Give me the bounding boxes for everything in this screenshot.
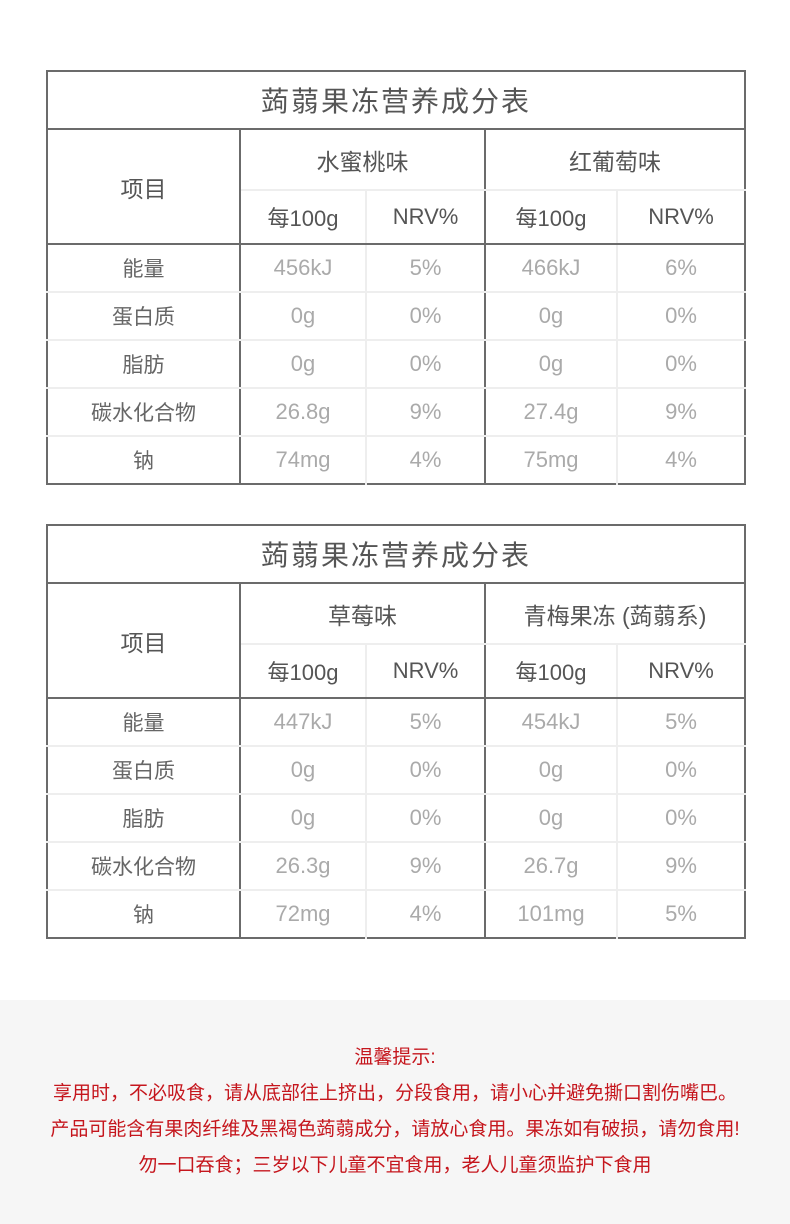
- table-title: 蒟蒻果冻营养成分表: [47, 71, 746, 130]
- nutrient-value: 456kJ: [240, 244, 367, 293]
- nutrient-value: 72mg: [240, 890, 367, 938]
- sub-header: NRV%: [366, 190, 486, 245]
- nutrient-value: 0g: [240, 794, 367, 843]
- nutrient-value: 5%: [665, 901, 697, 926]
- nutrient-label: 钠: [47, 436, 241, 484]
- table-row: 钠 72mg 4% 101mg 5%: [47, 890, 745, 938]
- nutrient-value: 0g: [240, 746, 367, 795]
- nutrient-label: 碳水化合物: [47, 388, 241, 437]
- nutrient-value: 74mg: [240, 436, 367, 484]
- nutrient-value: 0%: [617, 746, 746, 795]
- nutrient-value: 0%: [366, 794, 486, 843]
- warm-tips: 温馨提示: 享用时，不必吸食，请从底部往上挤出，分段食用，请小心并避免撕口割伤嘴…: [0, 1000, 790, 1224]
- nutrient-label: 蛋白质: [47, 746, 241, 795]
- nutrient-value: 26.7g: [485, 842, 618, 891]
- nutrient-label: 能量: [47, 698, 241, 747]
- nutrient-value: 0g: [485, 746, 618, 795]
- nutrient-value: 9%: [617, 842, 746, 891]
- nutrient-value: 4%: [665, 447, 697, 472]
- table-row: 能量 447kJ 5% 454kJ 5%: [47, 698, 746, 747]
- nutrient-value: 5%: [617, 698, 746, 747]
- sub-header: 每100g: [485, 644, 618, 699]
- sub-header: 每100g: [485, 190, 618, 245]
- nutrient-value: 101mg: [485, 890, 618, 938]
- table-row: 脂肪 0g 0% 0g 0%: [47, 794, 746, 843]
- item-header: 项目: [47, 129, 241, 245]
- tips-heading: 温馨提示:: [354, 1047, 436, 1068]
- nutrient-value: 9%: [366, 842, 486, 891]
- nutrient-label: 能量: [47, 244, 241, 293]
- table-row: 蛋白质 0g 0% 0g 0%: [47, 746, 746, 795]
- nutrient-value: 0g: [240, 340, 367, 389]
- table-row: 碳水化合物 26.8g 9% 27.4g 9%: [47, 388, 746, 437]
- nutrient-value: 9%: [617, 388, 746, 437]
- sub-header: NRV%: [366, 644, 486, 699]
- nutrient-value: 6%: [617, 244, 746, 293]
- nutrient-value: 26.8g: [240, 388, 367, 437]
- nutrient-label: 脂肪: [47, 340, 241, 389]
- nutrient-label: 钠: [47, 890, 241, 938]
- nutrient-value: 4%: [366, 436, 486, 484]
- flavor-header: 青梅果冻 (蒟蒻系): [485, 583, 746, 645]
- table-row: 蛋白质 0g 0% 0g 0%: [47, 292, 746, 341]
- nutrient-value: 447kJ: [240, 698, 367, 747]
- table-row: 碳水化合物 26.3g 9% 26.7g 9%: [47, 842, 746, 891]
- table-row: 能量 456kJ 5% 466kJ 6%: [47, 244, 746, 293]
- nutrient-value: 5%: [366, 244, 486, 293]
- nutrient-value: 0g: [485, 794, 618, 843]
- sub-header: NRV%: [617, 644, 746, 699]
- flavor-header: 水蜜桃味: [240, 129, 486, 191]
- nutrient-value: 454kJ: [485, 698, 618, 747]
- sub-header: 每100g: [240, 644, 367, 699]
- table-title: 蒟蒻果冻营养成分表: [47, 525, 746, 584]
- sub-header: 每100g: [240, 190, 367, 245]
- nutrient-label: 碳水化合物: [47, 842, 241, 891]
- nutrition-table: 蒟蒻果冻营养成分表 项目 草莓味 青梅果冻 (蒟蒻系) 每100g NRV% 每10…: [46, 524, 747, 939]
- nutrient-value: 27.4g: [485, 388, 618, 437]
- tips-line: 勿一口吞食；三岁以下儿童不宜食用，老人儿童须监护下食用: [138, 1155, 652, 1176]
- table-row: 钠 74mg 4% 75mg 4%: [47, 436, 745, 484]
- nutrient-value: 0%: [366, 292, 486, 341]
- tips-line: 享用时，不必吸食，请从底部往上挤出，分段食用，请小心并避免撕口割伤嘴巴。: [52, 1083, 737, 1104]
- flavor-header: 草莓味: [240, 583, 486, 645]
- tips-line: 产品可能含有果肉纤维及黑褐色蒟蒻成分，请放心食用。果冻如有破损，请勿食用!: [50, 1119, 740, 1140]
- nutrient-value: 0g: [240, 292, 367, 341]
- nutrient-value: 9%: [366, 388, 486, 437]
- table-row: 脂肪 0g 0% 0g 0%: [47, 340, 746, 389]
- flavor-header: 红葡萄味: [485, 129, 746, 191]
- nutrient-value: 4%: [366, 890, 486, 938]
- nutrient-value: 75mg: [485, 436, 618, 484]
- nutrient-label: 脂肪: [47, 794, 241, 843]
- nutrient-value: 0%: [366, 340, 486, 389]
- nutrient-value: 5%: [366, 698, 486, 747]
- nutrient-value: 0%: [617, 340, 746, 389]
- sub-header: NRV%: [617, 190, 746, 245]
- item-header: 项目: [47, 583, 241, 699]
- nutrient-value: 26.3g: [240, 842, 367, 891]
- nutrient-value: 0%: [617, 292, 746, 341]
- nutrient-value: 466kJ: [485, 244, 618, 293]
- nutrient-value: 0g: [485, 340, 618, 389]
- nutrition-table: 蒟蒻果冻营养成分表 项目 水蜜桃味 红葡萄味 每100g NRV% 每100g NRV…: [46, 70, 747, 485]
- nutrient-value: 0g: [485, 292, 618, 341]
- nutrient-label: 蛋白质: [47, 292, 241, 341]
- nutrient-value: 0%: [617, 794, 746, 843]
- nutrient-value: 0%: [366, 746, 486, 795]
